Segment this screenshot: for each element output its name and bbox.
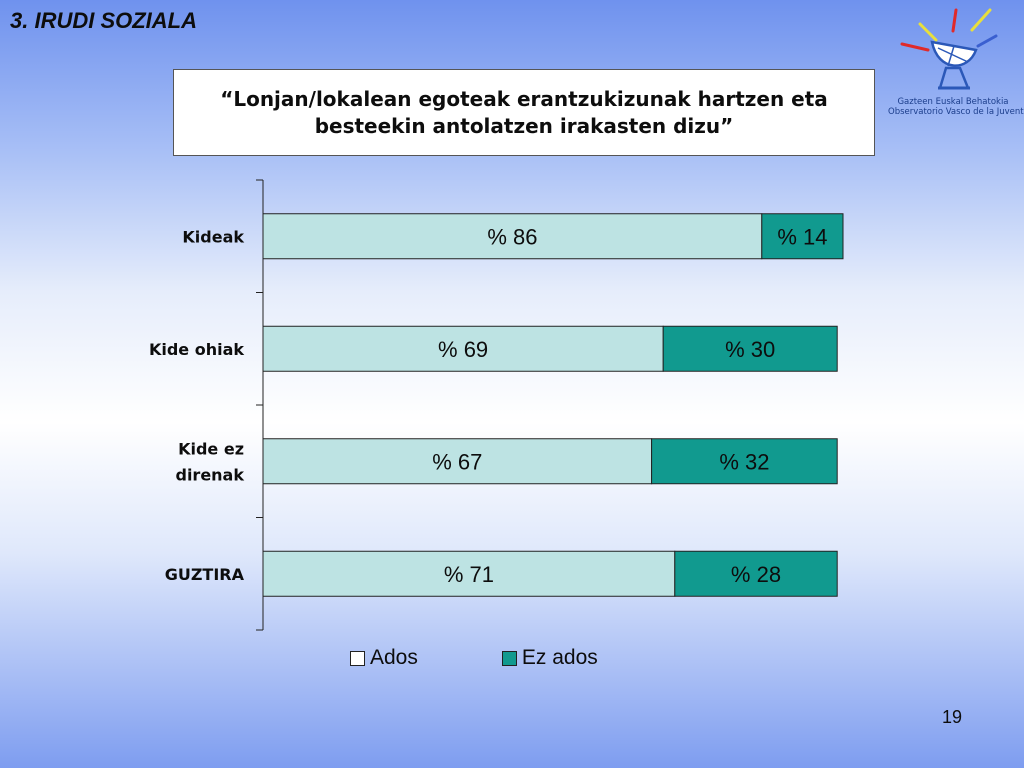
section-title: 3. IRUDI SOZIALA (10, 8, 198, 33)
legend-item-ados: Ados (350, 646, 418, 670)
legend: Ados Ez ados (350, 646, 682, 670)
bar-ados-3 (262, 550, 676, 597)
chart-title-box: “Lonjan/lokalean egoteak erantzukizunak … (173, 69, 875, 156)
bar-ez-ados-3 (674, 550, 838, 597)
legend-label-ados: Ados (370, 646, 418, 669)
data-label-ados-1: % 69 (438, 337, 488, 362)
legend-swatch-ez-ados (501, 650, 517, 666)
bar-ados-0 (262, 213, 763, 260)
satellite-dish-icon (900, 8, 998, 90)
category-label-0: Kideak (182, 227, 244, 246)
bar-ez-ados-1 (662, 325, 838, 372)
category-label-2: Kide ez direnak (175, 439, 244, 484)
bar-ez-ados-2 (651, 438, 838, 485)
logo: Gazteen Euskal Behatokia Observatorio Va… (888, 6, 1024, 118)
bar-ez-ados-0 (761, 213, 844, 260)
data-label-ez-ados-0: % 14 (777, 224, 827, 249)
data-label-ez-ados-2: % 32 (719, 449, 769, 474)
logo-text-line1: Gazteen Euskal Behatokia (897, 97, 1009, 107)
bar-ados-1 (262, 325, 664, 372)
data-label-ez-ados-3: % 28 (731, 562, 781, 587)
data-label-ados-3: % 71 (444, 562, 494, 587)
legend-swatch-ados (350, 650, 365, 666)
legend-item-ez-ados: Ez ados (501, 646, 598, 670)
legend-label-ez-ados: Ez ados (521, 646, 598, 669)
chart-title: “Lonjan/lokalean egoteak erantzukizunak … (220, 86, 828, 138)
category-label-1: Kide ohiak (149, 340, 244, 359)
data-label-ados-2: % 67 (432, 449, 482, 474)
logo-text-line2: Observatorio Vasco de la Juventud (888, 107, 1024, 117)
page-number: 19 (942, 707, 963, 727)
data-label-ez-ados-1: % 30 (725, 337, 775, 362)
category-label-3: GUZTIRA (165, 565, 245, 584)
bar-ados-2 (262, 438, 653, 485)
data-label-ados-0: % 86 (487, 224, 537, 249)
